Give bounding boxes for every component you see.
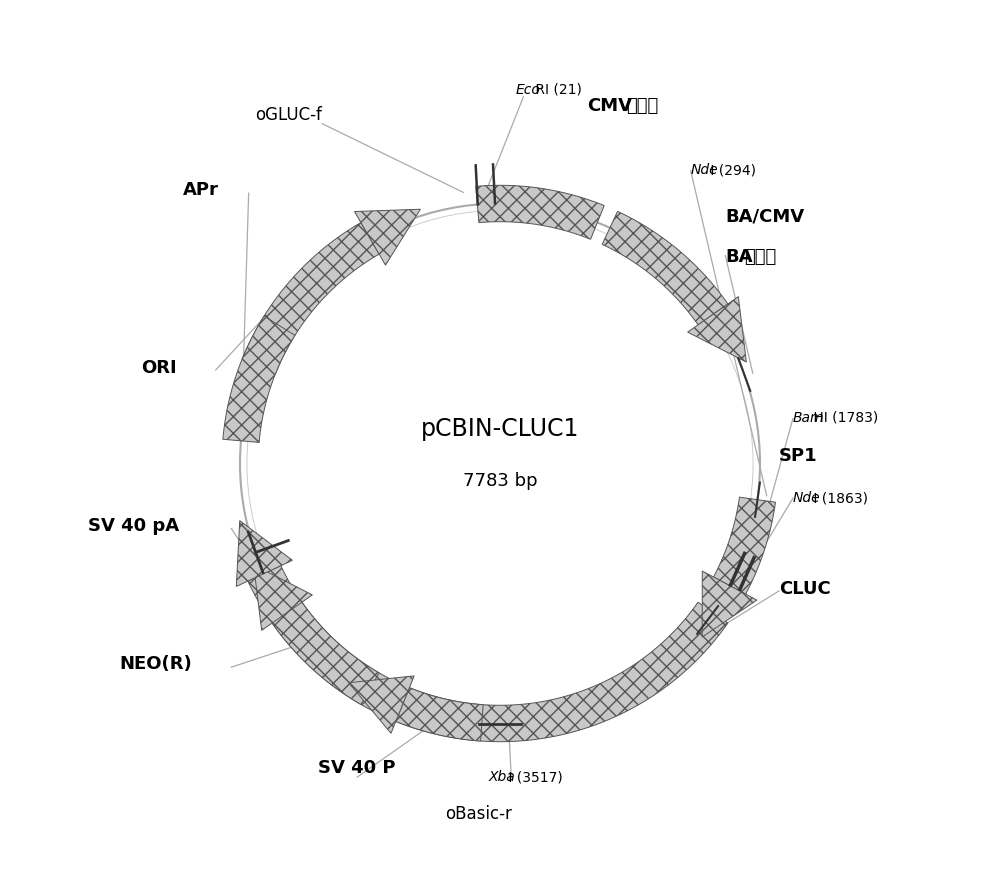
Text: I (294): I (294) — [706, 164, 756, 178]
Polygon shape — [272, 602, 728, 742]
Text: CMV: CMV — [587, 97, 632, 116]
Polygon shape — [349, 676, 414, 733]
Text: Bam: Bam — [793, 410, 824, 424]
Text: pCBIN-CLUC1: pCBIN-CLUC1 — [421, 416, 579, 441]
Text: 7783 bp: 7783 bp — [463, 472, 537, 490]
Text: SV 40 pA: SV 40 pA — [88, 516, 179, 535]
Text: 内含子: 内含子 — [744, 248, 777, 266]
Polygon shape — [254, 565, 312, 630]
Text: Nde: Nde — [691, 164, 718, 178]
Text: CLUC: CLUC — [779, 580, 831, 598]
Text: oGLUC-f: oGLUC-f — [255, 106, 322, 123]
Text: BA: BA — [725, 248, 753, 266]
Text: Eco: Eco — [516, 83, 540, 97]
Polygon shape — [242, 222, 379, 373]
Text: I (1863): I (1863) — [809, 491, 868, 505]
Polygon shape — [223, 316, 295, 443]
Text: BA/CMV: BA/CMV — [725, 207, 804, 225]
Text: I (3517): I (3517) — [504, 770, 563, 784]
Polygon shape — [688, 297, 746, 362]
Text: oBasic-r: oBasic-r — [445, 805, 512, 823]
Text: SV 40 P: SV 40 P — [318, 760, 396, 777]
Text: Nde: Nde — [793, 491, 821, 505]
Text: RI (21): RI (21) — [531, 83, 582, 97]
Polygon shape — [602, 212, 728, 325]
Text: Xba: Xba — [489, 770, 515, 784]
Polygon shape — [248, 566, 379, 704]
Text: 增强子: 增强子 — [626, 97, 658, 116]
Text: APr: APr — [182, 181, 218, 200]
Polygon shape — [396, 688, 483, 741]
Polygon shape — [476, 186, 604, 239]
Polygon shape — [713, 497, 775, 594]
Text: NEO(R): NEO(R) — [120, 655, 192, 673]
Text: ORI: ORI — [141, 359, 177, 377]
Polygon shape — [702, 571, 757, 637]
Polygon shape — [236, 521, 292, 586]
Polygon shape — [355, 209, 420, 265]
Text: HI (1783): HI (1783) — [809, 410, 878, 424]
Text: SP1: SP1 — [779, 447, 818, 466]
